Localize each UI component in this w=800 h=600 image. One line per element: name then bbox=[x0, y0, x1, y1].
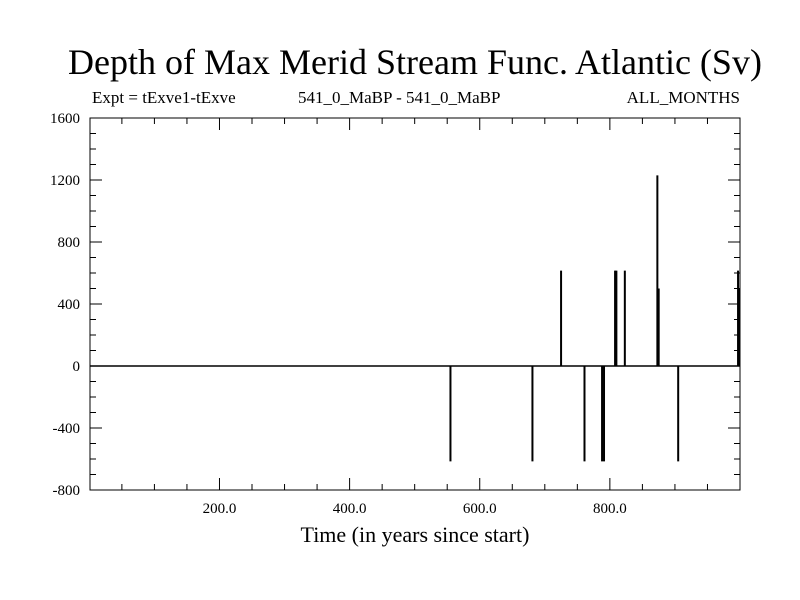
plot-frame bbox=[89, 117, 741, 491]
y-tick-label: -800 bbox=[53, 483, 81, 499]
x-axis-label: Time (in years since start) bbox=[300, 522, 530, 547]
data-marks bbox=[90, 175, 741, 462]
period-label: 541_0_MaBP - 541_0_MaBP bbox=[298, 88, 501, 107]
y-tick-label: 400 bbox=[58, 297, 81, 313]
y-tick-label: -400 bbox=[53, 421, 81, 437]
y-tick-label: 1600 bbox=[50, 111, 80, 127]
axis-ticks: -800 -400 0 400 800 1200 1600 200.0 400.0 600.0 80… bbox=[50, 111, 740, 517]
x-tick-label: 800.0 bbox=[593, 501, 627, 517]
chart-title: Depth of Max Merid Stream Func. Atlantic… bbox=[68, 42, 762, 82]
x-tick-label: 600.0 bbox=[463, 501, 497, 517]
y-tick-label: 800 bbox=[58, 235, 81, 251]
season-label: ALL_MONTHS bbox=[626, 88, 740, 107]
y-tick-label: 0 bbox=[73, 359, 81, 375]
x-tick-label: 400.0 bbox=[333, 501, 367, 517]
y-tick-label: 1200 bbox=[50, 173, 80, 189]
x-tick-label: 200.0 bbox=[203, 501, 237, 517]
experiment-label: Expt = tExve1-tExve bbox=[92, 88, 236, 107]
